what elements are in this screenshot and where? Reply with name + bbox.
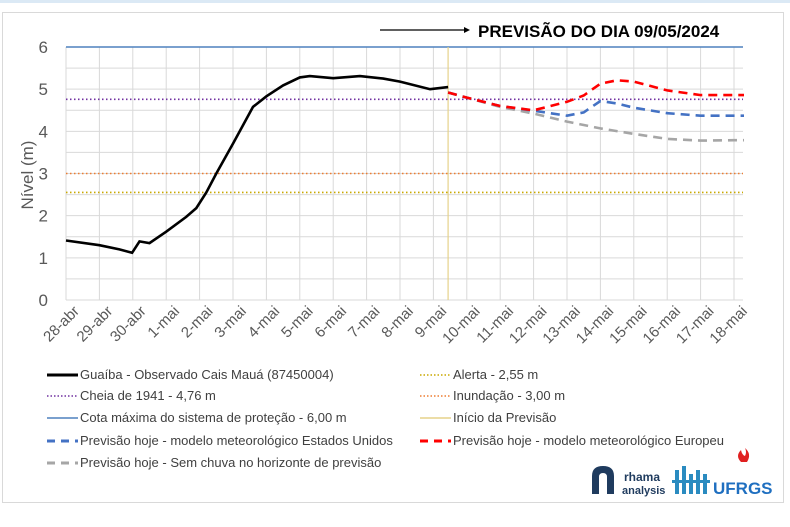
- legend-label: Início da Previsão: [453, 410, 556, 425]
- y-tick-label: 6: [39, 38, 48, 57]
- legend-label: Previsão hoje - Sem chuva no horizonte d…: [80, 455, 381, 470]
- iph-logo: [672, 466, 710, 494]
- legend-item: Guaíba - Observado Cais Mauá (87450004): [47, 367, 334, 382]
- y-tick-label: 2: [39, 207, 48, 226]
- x-tick-label: 2-mai: [178, 303, 217, 342]
- series-line: [65, 74, 449, 255]
- y-axis-ticks: 0 1 2 3 4 5 6: [39, 38, 48, 310]
- x-tick-label: 3-mai: [211, 303, 250, 342]
- flame-icon: [738, 448, 750, 462]
- x-tick-label: 4-mai: [245, 303, 284, 342]
- legend: Guaíba - Observado Cais Mauá (87450004) A…: [47, 367, 724, 470]
- x-tick-label: 1-mai: [144, 303, 183, 342]
- legend-label: Alerta - 2,55 m: [453, 367, 538, 382]
- legend-item: Previsão hoje - Sem chuva no horizonte d…: [47, 455, 381, 470]
- x-axis-ticks: 28-abr29-abr30-abr1-mai2-mai3-mai4-mai5-…: [40, 303, 751, 347]
- series-lines: [65, 74, 745, 255]
- x-tick-label: 6-mai: [311, 303, 350, 342]
- x-tick-label: 8-mai: [378, 303, 417, 342]
- top-band: [0, 0, 790, 3]
- legend-label: Guaíba - Observado Cais Mauá (87450004): [80, 367, 334, 382]
- rhama-logo-subtext: analysis: [622, 485, 665, 497]
- legend-item: Cheia de 1941 - 4,76 m: [47, 388, 216, 403]
- series-line: [447, 91, 744, 142]
- y-tick-label: 0: [39, 291, 48, 310]
- x-tick-label: 7-mai: [345, 303, 384, 342]
- reference-lines: [66, 46, 743, 300]
- legend-item: Início da Previsão: [420, 410, 556, 425]
- legend-item: Previsão hoje - modelo meteorológico Eur…: [420, 433, 724, 448]
- legend-label: Cota máxima do sistema de proteção - 6,0…: [80, 410, 347, 425]
- legend-item: Alerta - 2,55 m: [420, 367, 538, 382]
- ufrgs-logo-text: UFRGS: [713, 479, 773, 498]
- x-tick-label: 5-mai: [278, 303, 317, 342]
- y-tick-label: 1: [39, 249, 48, 268]
- legend-item: Inundação - 3,00 m: [420, 388, 565, 403]
- legend-label: Previsão hoje - modelo meteorológico Eur…: [453, 433, 724, 448]
- x-tick-label: 18-mai: [706, 303, 750, 347]
- rhama-logo: rhama analysis: [592, 466, 665, 497]
- legend-label: Inundação - 3,00 m: [453, 388, 565, 403]
- legend-item: Cota máxima do sistema de proteção - 6,0…: [47, 410, 347, 425]
- chart-title: PREVISÃO DO DIA 09/05/2024: [478, 21, 720, 41]
- rhama-logo-text: rhama: [624, 470, 660, 484]
- x-tick-label: 10-mai: [439, 303, 483, 347]
- legend-label: Cheia de 1941 - 4,76 m: [80, 388, 216, 403]
- y-axis-label: Nível (m): [18, 141, 37, 210]
- legend-label: Previsão hoje - modelo meteorológico Est…: [80, 433, 393, 448]
- y-tick-label: 3: [39, 165, 48, 184]
- y-tick-label: 5: [39, 80, 48, 99]
- x-tick-label: 29-abr: [74, 303, 117, 346]
- title-arrow-head: [464, 27, 470, 33]
- legend-item: Previsão hoje - modelo meteorológico Est…: [47, 433, 393, 448]
- series-line: [447, 78, 744, 112]
- x-tick-label: 30-abr: [107, 303, 150, 346]
- ufrgs-logo: UFRGS: [713, 448, 773, 498]
- logos: rhama analysis UFRGS: [592, 448, 773, 498]
- y-tick-label: 4: [39, 122, 48, 141]
